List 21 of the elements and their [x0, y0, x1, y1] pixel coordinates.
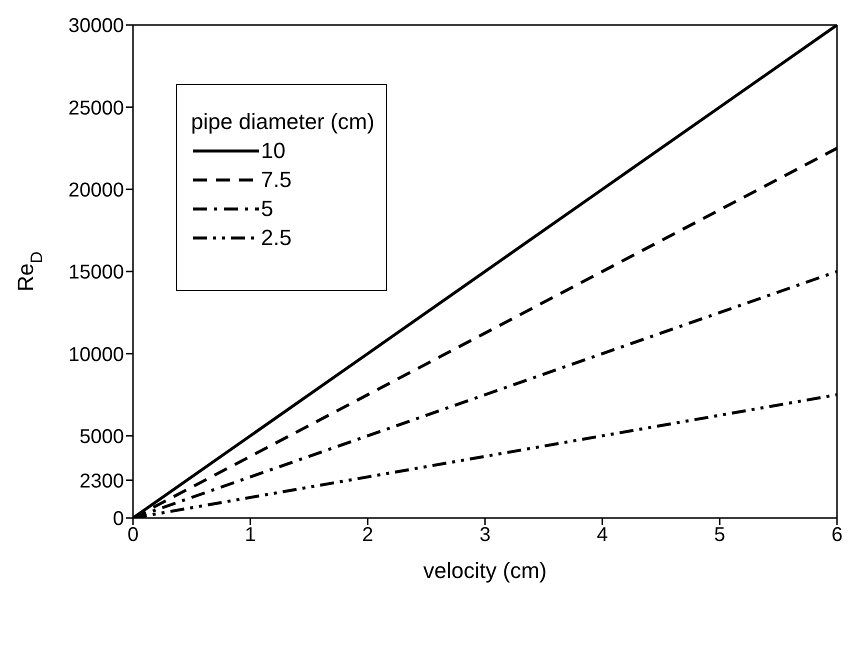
x-tick-label: 5 [714, 524, 726, 546]
y-tick-label: 25000 [68, 97, 124, 120]
x-tick-label: 1 [244, 524, 256, 546]
y-tick-label: 5000 [80, 426, 124, 448]
legend-title: pipe diameter (cm) [191, 108, 374, 136]
legend-label: 2.5 [261, 224, 292, 252]
x-tick-label: 2 [362, 524, 374, 546]
x-tick-label: 0 [127, 524, 139, 546]
y-tick-label: 0 [112, 508, 124, 530]
y-tick-label: 15000 [68, 262, 124, 284]
y-tick-label: 20000 [68, 179, 124, 202]
x-tick-label: 6 [831, 524, 843, 546]
y-tick-label: 2300 [80, 470, 124, 492]
x-axis-title: velocity (cm) [423, 558, 547, 583]
y-tick-label: 10000 [68, 344, 124, 366]
legend-label: 5 [261, 195, 274, 223]
x-tick-label: 3 [479, 524, 491, 546]
legend-label: 7.5 [261, 166, 292, 194]
y-tick-label: 30000 [68, 15, 124, 38]
legend-label: 10 [261, 137, 286, 165]
x-tick-label: 4 [596, 524, 608, 546]
